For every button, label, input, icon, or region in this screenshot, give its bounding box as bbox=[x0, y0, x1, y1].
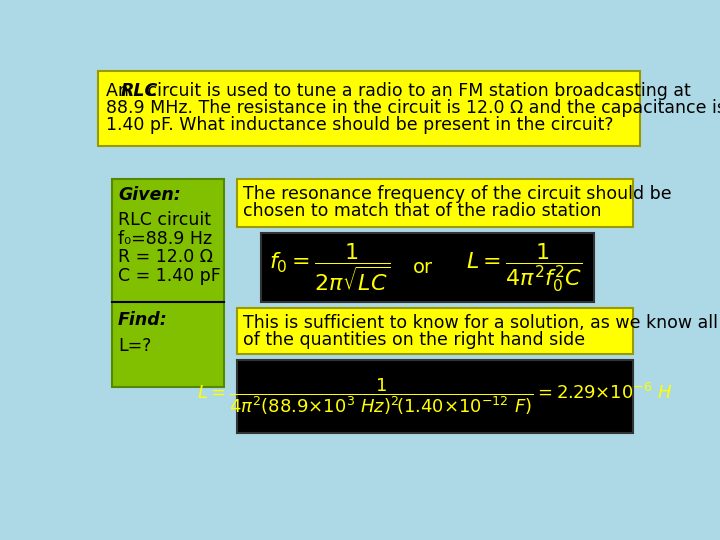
Text: RLC: RLC bbox=[121, 82, 158, 100]
Text: of the quantities on the right hand side: of the quantities on the right hand side bbox=[243, 331, 585, 349]
Text: This is sufficient to know for a solution, as we know all: This is sufficient to know for a solutio… bbox=[243, 314, 719, 332]
FancyBboxPatch shape bbox=[238, 179, 632, 226]
Text: $L = \dfrac{1}{4\pi^2 f_0^2 C}$: $L = \dfrac{1}{4\pi^2 f_0^2 C}$ bbox=[466, 241, 582, 294]
Text: 1.40 pF. What inductance should be present in the circuit?: 1.40 pF. What inductance should be prese… bbox=[106, 116, 613, 133]
FancyBboxPatch shape bbox=[98, 71, 640, 146]
Text: f₀=88.9 Hz: f₀=88.9 Hz bbox=[118, 230, 212, 247]
FancyBboxPatch shape bbox=[238, 308, 632, 354]
Text: 88.9 MHz. The resistance in the circuit is 12.0 Ω and the capacitance is: 88.9 MHz. The resistance in the circuit … bbox=[106, 99, 720, 117]
FancyBboxPatch shape bbox=[261, 233, 594, 302]
Text: chosen to match that of the radio station: chosen to match that of the radio statio… bbox=[243, 202, 602, 220]
Text: $f_0 = \dfrac{1}{2\pi\sqrt{LC}}$: $f_0 = \dfrac{1}{2\pi\sqrt{LC}}$ bbox=[269, 241, 391, 293]
Text: Find:: Find: bbox=[118, 311, 168, 329]
FancyBboxPatch shape bbox=[112, 179, 224, 387]
Text: R = 12.0 Ω: R = 12.0 Ω bbox=[118, 248, 213, 266]
Text: An: An bbox=[106, 82, 134, 100]
Text: C = 1.40 pF: C = 1.40 pF bbox=[118, 267, 220, 285]
Text: Given:: Given: bbox=[118, 186, 181, 205]
Text: L=?: L=? bbox=[118, 338, 151, 355]
Text: or: or bbox=[413, 258, 433, 277]
Text: circuit is used to tune a radio to an FM station broadcasting at: circuit is used to tune a radio to an FM… bbox=[142, 82, 690, 100]
Text: RLC circuit: RLC circuit bbox=[118, 211, 211, 229]
Text: The resonance frequency of the circuit should be: The resonance frequency of the circuit s… bbox=[243, 185, 672, 203]
FancyBboxPatch shape bbox=[238, 360, 632, 433]
Text: $L = \dfrac{1}{4\pi^2\left(88.9{\times}10^3\ Hz\right)^2\!\left(1.40{\times}10^{: $L = \dfrac{1}{4\pi^2\left(88.9{\times}1… bbox=[197, 376, 672, 417]
